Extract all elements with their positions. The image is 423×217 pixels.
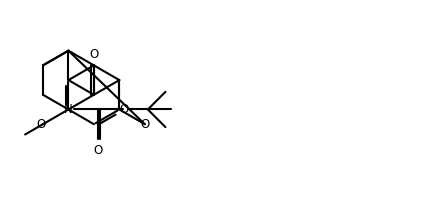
Text: O: O (119, 103, 128, 116)
Text: O: O (89, 48, 99, 61)
Text: O: O (36, 118, 46, 131)
Text: O: O (140, 118, 149, 132)
Text: O: O (93, 144, 102, 157)
Text: N: N (64, 103, 73, 116)
